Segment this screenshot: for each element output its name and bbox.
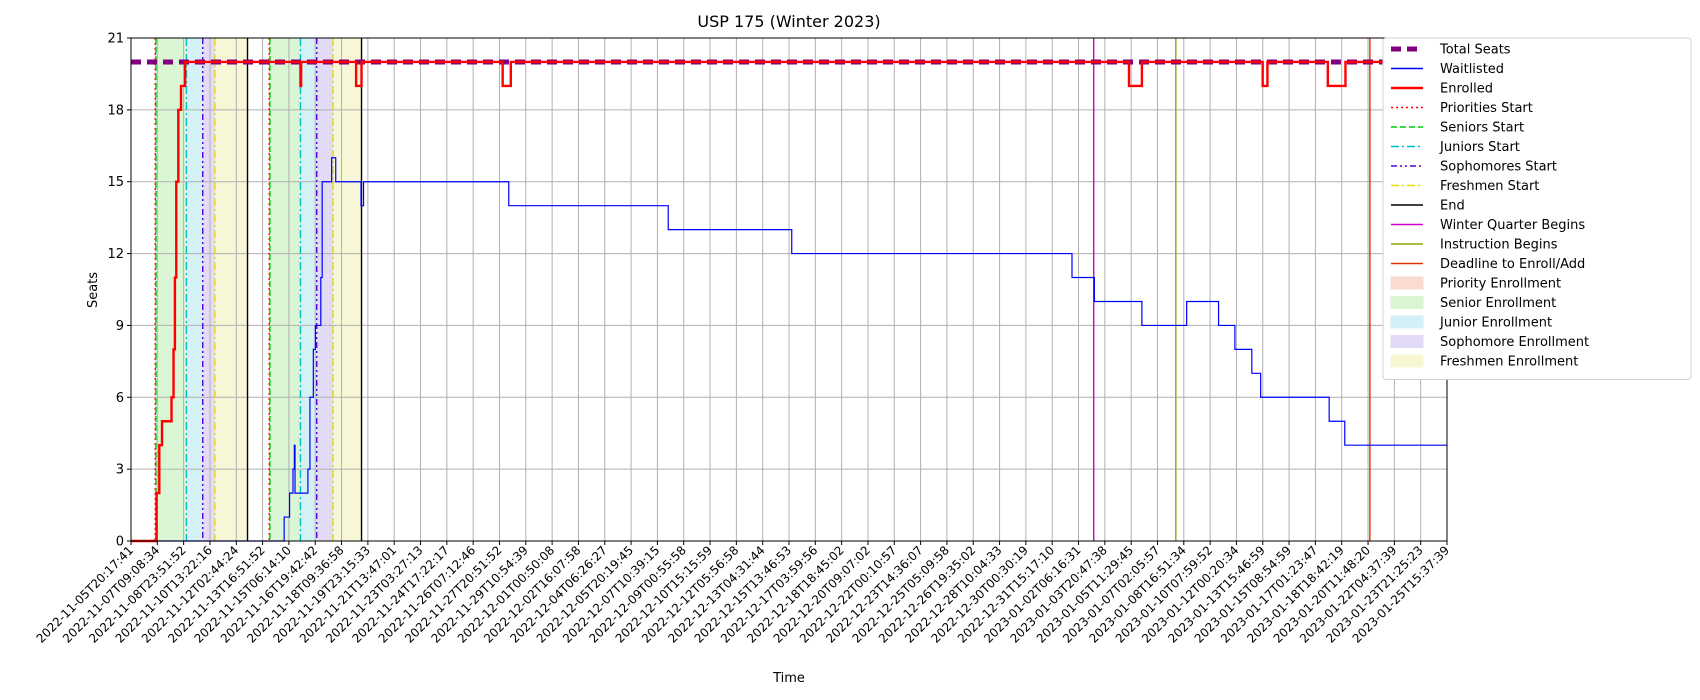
legend-swatch-12 bbox=[1390, 276, 1424, 290]
legend-swatch-15 bbox=[1390, 335, 1424, 348]
legend-label-15: Sophomore Enrollment bbox=[1440, 335, 1589, 350]
span-2-1 bbox=[300, 38, 317, 541]
legend-label-4: Seniors Start bbox=[1440, 121, 1524, 136]
legend-label-10: Instruction Begins bbox=[1440, 238, 1558, 253]
legend-label-1: Waitlisted bbox=[1440, 62, 1504, 77]
y-tick-label-1: 3 bbox=[116, 463, 124, 478]
legend-swatch-13 bbox=[1390, 296, 1424, 309]
legend-swatch-16 bbox=[1390, 354, 1424, 368]
x-axis-label: Time bbox=[772, 671, 805, 686]
y-tick-label-7: 21 bbox=[107, 32, 124, 47]
legend-label-5: Juniors Start bbox=[1439, 140, 1520, 155]
span-1-1 bbox=[269, 38, 301, 541]
y-tick-label-0: 0 bbox=[116, 535, 124, 550]
legend-label-6: Sophomores Start bbox=[1440, 160, 1557, 175]
legend-label-0: Total Seats bbox=[1439, 43, 1511, 58]
span-4-1 bbox=[333, 38, 362, 541]
y-tick-label-2: 6 bbox=[116, 391, 124, 406]
legend-label-16: Freshmen Enrollment bbox=[1440, 355, 1578, 370]
legend-label-14: Junior Enrollment bbox=[1439, 316, 1552, 331]
span-3-0 bbox=[202, 38, 215, 541]
legend-label-7: Freshmen Start bbox=[1440, 179, 1539, 194]
y-tick-label-4: 12 bbox=[107, 247, 124, 262]
series-line-2 bbox=[131, 60, 1447, 543]
span-3-1 bbox=[316, 38, 334, 541]
y-axis-ticks: 0 3 6 9 12 15 18 21 bbox=[107, 32, 131, 550]
legend-label-2: Enrolled bbox=[1440, 82, 1493, 97]
span-4-0 bbox=[214, 38, 248, 541]
y-tick-label-5: 15 bbox=[107, 175, 124, 190]
y-axis-label: Seats bbox=[86, 272, 101, 308]
enrollment-period-spans bbox=[155, 38, 362, 541]
legend-label-11: Deadline to Enroll/Add bbox=[1440, 257, 1585, 272]
legend: Total Seats Waitlisted Enrolled Priorities … bbox=[1382, 37, 1692, 380]
chart-title: USP 175 (Winter 2023) bbox=[697, 12, 880, 31]
legend-box bbox=[1382, 37, 1692, 380]
legend-label-3: Priorities Start bbox=[1440, 101, 1533, 116]
series-line-1 bbox=[131, 157, 1447, 542]
y-tick-label-3: 9 bbox=[116, 319, 124, 334]
series-lines bbox=[131, 59, 1447, 543]
legend-swatch-14 bbox=[1390, 315, 1424, 329]
legend-label-9: Winter Quarter Begins bbox=[1440, 218, 1585, 233]
span-1-0 bbox=[155, 38, 187, 541]
legend-label-8: End bbox=[1440, 199, 1465, 214]
span-2-0 bbox=[186, 38, 203, 541]
y-tick-label-6: 18 bbox=[107, 103, 124, 118]
x-axis-ticks: 2022-11-05T20:17:412022-11-07T09:08:3420… bbox=[34, 541, 1452, 646]
legend-label-13: Senior Enrollment bbox=[1440, 296, 1556, 311]
milestone-lines bbox=[154, 38, 1371, 541]
legend-label-12: Priority Enrollment bbox=[1440, 277, 1561, 292]
